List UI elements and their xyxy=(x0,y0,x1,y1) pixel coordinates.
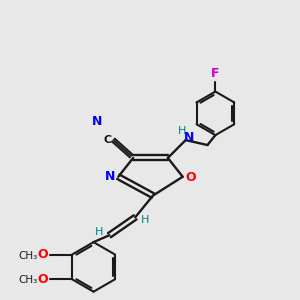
Text: O: O xyxy=(185,171,196,184)
Text: CH₃: CH₃ xyxy=(19,275,38,285)
Text: O: O xyxy=(37,273,48,286)
Text: H: H xyxy=(178,126,186,136)
Text: O: O xyxy=(37,248,48,261)
Text: N: N xyxy=(92,115,103,128)
Text: N: N xyxy=(184,130,194,144)
Text: H: H xyxy=(141,215,149,225)
Text: CH₃: CH₃ xyxy=(19,250,38,260)
Text: N: N xyxy=(105,170,116,183)
Text: C: C xyxy=(103,135,112,145)
Text: H: H xyxy=(95,227,104,237)
Text: F: F xyxy=(211,67,220,80)
